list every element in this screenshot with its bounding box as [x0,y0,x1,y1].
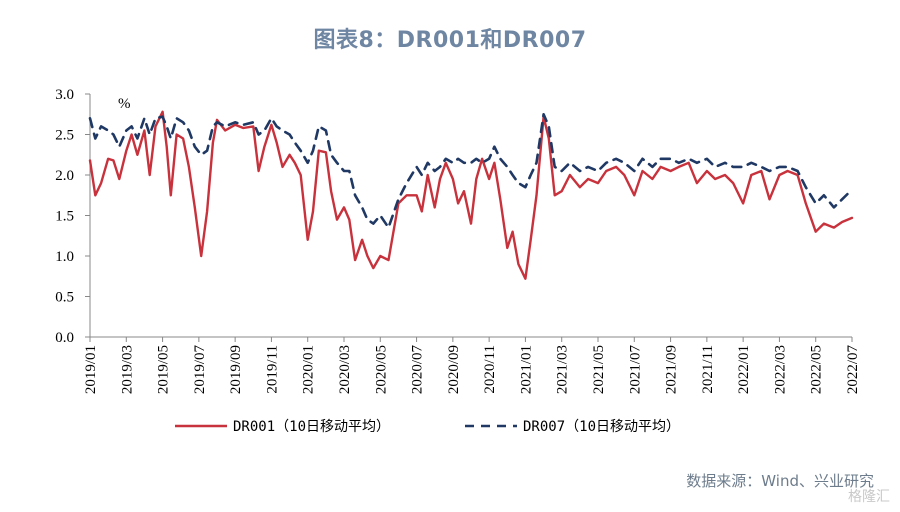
series-line-dr001 [88,110,854,280]
x-tick-label: 2020/05 [373,345,389,394]
x-tick-label: 2022/03 [772,345,788,394]
y-tick-label: 2.0 [55,168,74,184]
y-tick-label: 2.5 [55,128,74,144]
x-tick-label: 2021/11 [700,345,716,394]
legend-label: DR007（10日移动平均） [523,419,680,435]
x-tick-label: 2022/05 [809,345,825,394]
watermark-logo: 格隆汇 [848,489,890,505]
x-tick-label: 2022/07 [845,345,861,395]
y-axis-unit-label: % [118,96,131,112]
x-tick-label: 2019/09 [228,345,244,394]
x-tick-label: 2021/07 [627,345,643,395]
x-tick-label: 2020/09 [446,345,462,394]
x-tick-label: 2020/11 [482,345,498,394]
x-tick-label: 2019/07 [192,345,208,395]
x-tick-label: 2021/01 [518,345,534,394]
x-tick-label: 2022/01 [736,345,752,394]
x-tick-label: 2021/05 [591,345,607,394]
series-lines [88,110,854,280]
y-tick-label: 3.0 [55,87,74,103]
x-tick-label: 2019/05 [156,345,172,394]
x-tick-label: 2020/07 [410,345,426,395]
legend-label: DR001（10日移动平均） [233,419,390,435]
y-axis-ticks: 0.0 0.5 1.0 1.5 2.0 2.5 3.0 [55,87,90,346]
chart-title: 图表8：DR001和DR007 [313,28,587,53]
x-tick-label: 2019/03 [119,345,135,394]
x-axis-ticks: 2019/01 2019/03 2019/05 2019/07 2019/09 2019/… [83,337,861,394]
series-line-dr007 [88,113,854,229]
legend: DR001（10日移动平均） DR007（10日移动平均） [175,419,680,435]
y-tick-label: 0.0 [55,330,74,346]
y-tick-label: 1.0 [55,249,74,265]
y-tick-label: 0.5 [55,290,74,306]
x-tick-label: 2021/09 [664,345,680,394]
x-tick-label: 2020/03 [337,345,353,394]
x-tick-label: 2019/01 [83,345,99,394]
y-tick-label: 1.5 [55,209,74,225]
data-source-note: 数据来源：Wind、兴业研究 [686,472,874,490]
x-tick-label: 2021/03 [555,345,571,394]
x-tick-label: 2019/11 [264,345,280,394]
x-tick-label: 2020/01 [301,345,317,394]
